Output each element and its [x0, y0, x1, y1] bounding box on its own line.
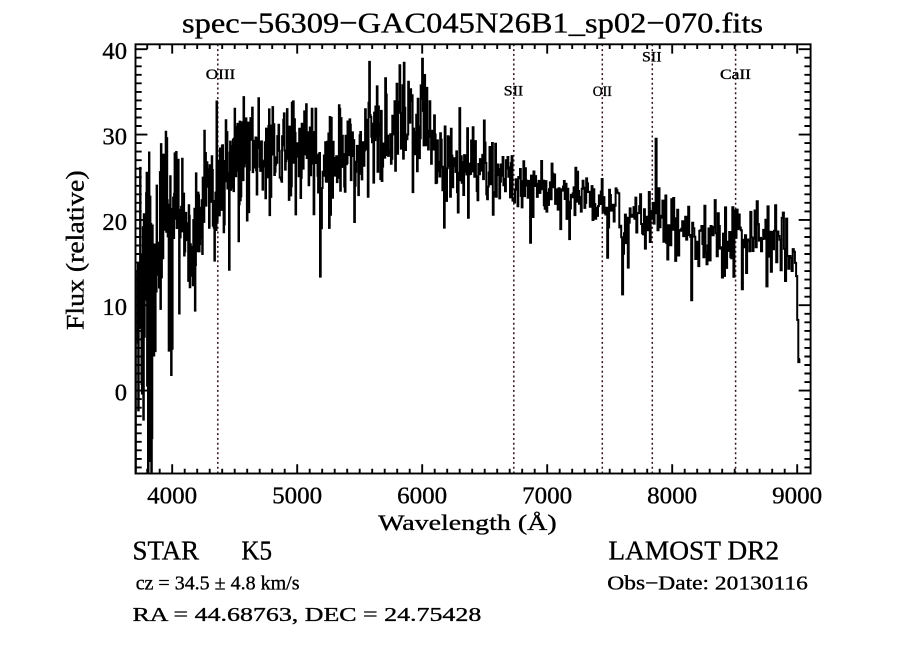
svg-text:40: 40: [102, 38, 127, 65]
svg-text:30: 30: [102, 124, 127, 151]
svg-text:RA = 44.68763, DEC = 24.7542: RA = 44.68763, DEC = 24.75428: [133, 604, 482, 626]
svg-text:Wavelength (Å): Wavelength (Å): [378, 510, 557, 535]
svg-text:0: 0: [115, 380, 127, 407]
svg-text:20: 20: [102, 209, 127, 236]
svg-text:LAMOST DR2: LAMOST DR2: [608, 535, 779, 566]
svg-text:OIII: OIII: [206, 67, 236, 83]
svg-text:Flux (relative): Flux (relative): [63, 170, 90, 330]
svg-text:spec−56309−GAC045N26B1_sp02−07: spec−56309−GAC045N26B1_sp02−070.fits: [182, 8, 763, 40]
svg-text:5000: 5000: [272, 483, 322, 510]
svg-text:Obs−Date: 20130116: Obs−Date: 20130116: [607, 572, 808, 594]
svg-text:9000: 9000: [772, 483, 822, 510]
svg-text:4000: 4000: [147, 483, 197, 510]
svg-text:SII: SII: [504, 84, 524, 100]
svg-text:cz = 34.5 ± 4.8 km/s: cz = 34.5 ± 4.8 km/s: [136, 572, 300, 594]
svg-text:CaII: CaII: [720, 67, 751, 83]
svg-text:10: 10: [102, 294, 127, 321]
svg-text:OII: OII: [593, 84, 612, 100]
svg-text:STAR: STAR: [133, 535, 200, 566]
svg-text:8000: 8000: [647, 483, 697, 510]
svg-text:K5: K5: [241, 535, 272, 566]
svg-text:SII: SII: [642, 50, 662, 66]
svg-text:6000: 6000: [397, 483, 447, 510]
svg-text:7000: 7000: [522, 483, 572, 510]
